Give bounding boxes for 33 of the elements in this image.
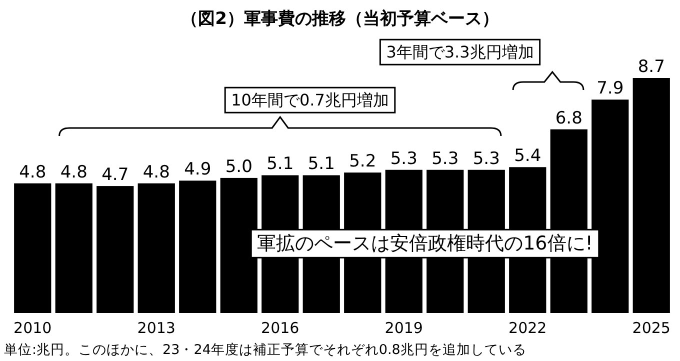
x-tick-label: 2013 (137, 319, 176, 337)
data-label: 6.8 (555, 108, 582, 128)
data-label: 5.0 (225, 156, 252, 177)
data-label: 4.7 (102, 165, 129, 186)
data-label: 4.8 (142, 162, 170, 182)
data-label: 4.9 (184, 160, 212, 180)
bar (14, 183, 52, 313)
bar (632, 78, 670, 313)
bar (55, 183, 92, 313)
data-label: 5.1 (266, 154, 294, 174)
text: 3年間で3.3兆円増加 (386, 42, 534, 62)
data-label: 5.1 (308, 154, 335, 174)
data-label: 5.3 (472, 148, 500, 169)
text: 単位:兆円。このほかに、23・24年度は補正予算でそれぞれ0.8兆円を追加している (4, 342, 526, 358)
annotation: 軍拡のペースは安倍政権時代の16倍に! (257, 232, 593, 255)
data-label: 4.8 (60, 162, 88, 182)
data-label: 5.4 (514, 146, 542, 166)
data-label: 5.3 (390, 148, 418, 169)
annotation: 10年間で0.7兆円増加 (231, 90, 389, 110)
bar (138, 183, 175, 313)
bar (179, 180, 216, 313)
chart-title: （図2）軍事費の推移（当初予算ベース） (181, 9, 499, 29)
bar (96, 186, 134, 313)
x-tick-label: 2016 (261, 319, 300, 337)
data-label: 7.9 (596, 78, 624, 99)
x-tick-label: 2025 (632, 319, 670, 337)
data-label: 4.8 (19, 162, 46, 182)
x-tick-label: 2010 (14, 319, 52, 337)
x-tick-label: 2022 (508, 319, 547, 337)
data-label: 5.2 (349, 152, 376, 172)
data-label: 8.7 (638, 57, 665, 77)
data-label: 5.3 (432, 148, 459, 169)
x-tick-label: 2019 (384, 319, 423, 337)
